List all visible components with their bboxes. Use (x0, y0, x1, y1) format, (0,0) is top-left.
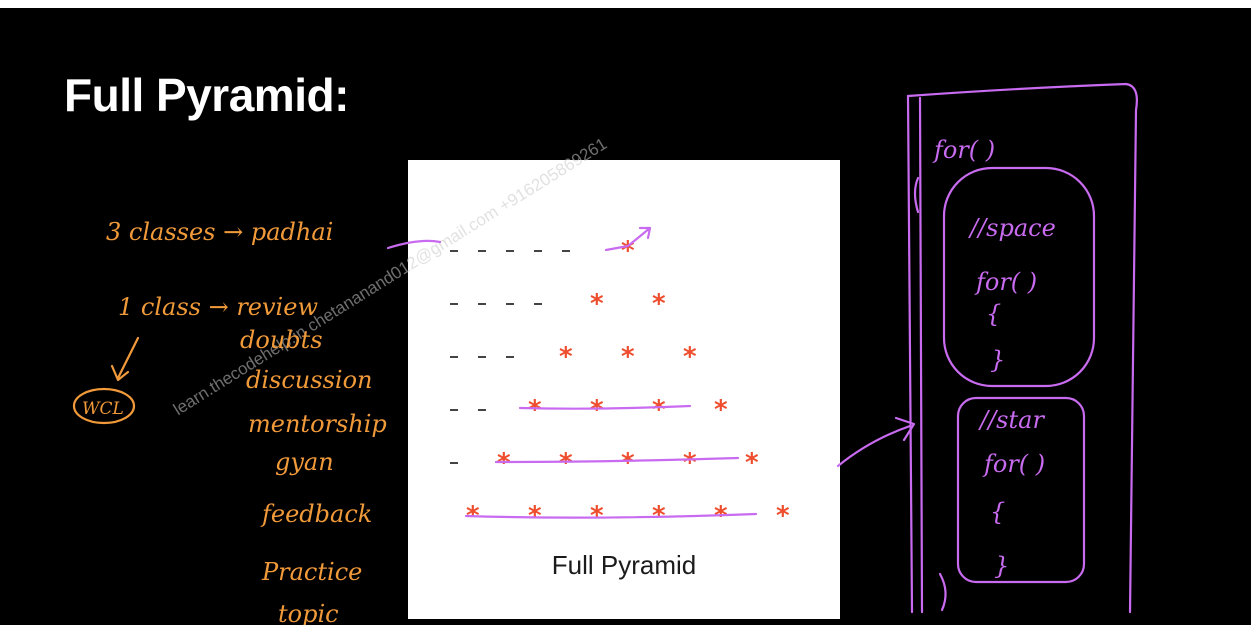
inner-brace-2-close: } (994, 552, 1009, 580)
pyramid-star: * (528, 395, 542, 425)
pyramid-figure: * * * * * * * * * * * * * * * * * * * * * Full Pyramid (408, 160, 840, 619)
space-dash (478, 356, 486, 358)
inner-loop-box-1 (942, 166, 1096, 388)
inner-loop-1-comment: //space (968, 214, 1056, 242)
figure-caption: Full Pyramid (551, 550, 697, 580)
pyramid-star: * (683, 448, 697, 478)
right-code-sketch: for( ) //space for( ) { } //star for( ) … (906, 82, 1138, 614)
space-dash (450, 356, 458, 358)
space-dash (450, 409, 458, 411)
pyramid-star: * (528, 501, 542, 531)
pyramid-star: * (559, 448, 573, 478)
pointer-arrow (836, 416, 916, 468)
pyramid-star: * (683, 342, 697, 372)
note-line-4: discussion (246, 366, 372, 394)
space-dash (478, 409, 486, 411)
note-line-3: doubts (240, 326, 323, 354)
circled-note: WCL (82, 399, 124, 419)
slide-title: Full Pyramid: (64, 69, 349, 121)
pyramid-star: * (745, 448, 759, 478)
inner-loop-2-comment: //star (978, 406, 1045, 434)
inner-brace-2-open: { (990, 498, 1005, 526)
slide: Full Pyramid: * * * * * * * * * * * * * * * * * * * * * Full… (0, 8, 1251, 625)
pyramid-star: * (621, 448, 635, 478)
space-dash (478, 250, 486, 252)
pyramid-star: * (559, 342, 573, 372)
outer-bracket (906, 82, 1138, 614)
row5-underline (494, 456, 740, 464)
circle-mark (72, 387, 136, 425)
brace-close (938, 572, 947, 612)
row6-underline (464, 512, 758, 519)
row4-underline (518, 404, 692, 410)
space-dash (450, 303, 458, 305)
note-line-1: 3 classes → padhai (106, 218, 333, 246)
pyramid-rows: * * * * * * * * * * * * * * * * * * * * * (408, 160, 840, 540)
pyramid-star: * (590, 501, 604, 531)
inner-brace-1-close: } (990, 346, 1005, 374)
space-dash (450, 462, 458, 464)
space-dash (450, 250, 458, 252)
space-dash (506, 356, 514, 358)
note-line-8: Practice (261, 558, 362, 586)
arrow-down-stroke (110, 336, 140, 382)
pyramid-star: * (621, 342, 635, 372)
space-dash (478, 303, 486, 305)
inner-loop-box-2 (956, 396, 1086, 584)
space-dash (506, 303, 514, 305)
inner-loop-1-label: for( ) (974, 268, 1037, 296)
space-dash (534, 303, 542, 305)
note-line-6: gyan (275, 448, 334, 476)
left-notes: 3 classes → padhai 1 class → review doub… (72, 218, 387, 625)
inner-brace-1-open: { (986, 300, 1001, 328)
row1-stroke (386, 239, 442, 250)
space-dash (506, 250, 514, 252)
inner-loop-2-label: for( ) (982, 450, 1045, 478)
pyramid-star: * (590, 289, 604, 319)
brace-open (913, 176, 920, 214)
note-line-9: topic (278, 600, 339, 625)
pyramid-star: * (590, 395, 604, 425)
outer-loop-label: for( ) (932, 136, 995, 164)
figure-strokes (386, 226, 916, 519)
pyramid-star: * (714, 395, 728, 425)
outer-left-edge (906, 94, 924, 614)
pyramid-star: * (652, 395, 666, 425)
note-line-2: 1 class → review (118, 293, 318, 321)
space-dash (562, 250, 570, 252)
row1-arrow (604, 226, 652, 252)
pyramid-star: * (652, 289, 666, 319)
note-line-7: feedback (260, 500, 372, 528)
space-dash (534, 250, 542, 252)
pyramid-star: * (776, 501, 790, 531)
note-line-5: mentorship (248, 410, 387, 438)
